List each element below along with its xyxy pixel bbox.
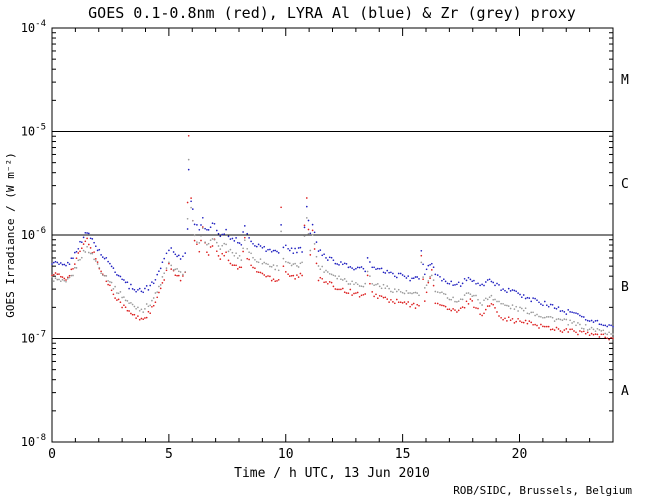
- y-tick-label: 10-7: [21, 330, 46, 346]
- y-tick-label: 10-5: [21, 123, 46, 139]
- x-tick-label: 0: [48, 447, 56, 462]
- y-tick-label: 10-8: [21, 433, 46, 449]
- series-dots-lyra-zr-proxy: [51, 158, 614, 336]
- x-tick-label: 20: [512, 447, 528, 462]
- chart-title: GOES 0.1-0.8nm (red), LYRA Al (blue) & Z…: [88, 4, 576, 22]
- flare-class-label-m: M: [621, 73, 629, 88]
- flare-class-label-b: B: [621, 280, 629, 295]
- x-tick-label: 15: [395, 447, 411, 462]
- x-tick-label: 5: [165, 447, 173, 462]
- flare-class-label-a: A: [621, 384, 629, 399]
- y-axis-title: GOES Irradiance / (W m⁻²): [4, 152, 17, 318]
- series-dots-goes-0-1-0-8nm: [51, 134, 614, 341]
- plot-layer: 0 5 10 15 20 10-4 10-5 10-6 10-7 10-8: [21, 19, 614, 462]
- y-tick-label: 10-6: [21, 226, 46, 242]
- y-tick-label: 10-4: [21, 19, 46, 35]
- x-tick-label: 10: [278, 447, 294, 462]
- x-axis-title: Time / h UTC, 13 Jun 2010: [234, 466, 430, 481]
- flare-class-label-c: C: [621, 177, 629, 192]
- credit-text: ROB/SIDC, Brussels, Belgium: [453, 484, 632, 497]
- series-dots-lyra-al-proxy: [51, 168, 614, 328]
